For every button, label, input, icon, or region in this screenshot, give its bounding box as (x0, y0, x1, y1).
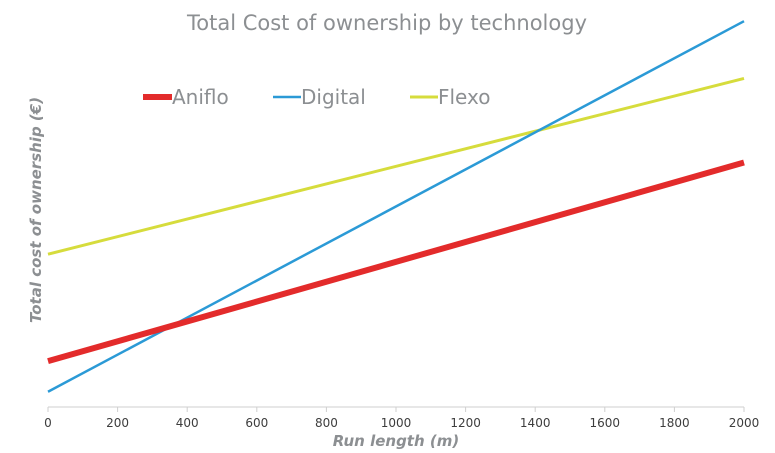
legend-label-aniflo: Aniflo (172, 85, 229, 109)
y-axis-label: Total cost of ownership (€) (27, 97, 45, 323)
chart-title: Total Cost of ownership by technology (186, 11, 587, 35)
x-tick-label: 1200 (450, 416, 481, 430)
x-tick-label: 1800 (659, 416, 690, 430)
x-tick-label: 600 (245, 416, 268, 430)
x-tick-label: 400 (176, 416, 199, 430)
x-tick-label: 200 (106, 416, 129, 430)
x-tick-label: 800 (315, 416, 338, 430)
x-tick-label: 1400 (520, 416, 551, 430)
series-line-aniflo (47, 159, 745, 365)
series-line-flexo (47, 77, 745, 256)
legend: Aniflo Digital Flexo (143, 85, 490, 109)
x-tick-label: 2000 (729, 416, 760, 430)
x-tick-label: 1000 (381, 416, 412, 430)
legend-label-digital: Digital (301, 85, 366, 109)
legend-label-flexo: Flexo (438, 85, 490, 109)
x-tick-label: 1600 (590, 416, 621, 430)
axes: 0 200 400 600 800 1000 1200 1400 1600 1800 2000 (44, 406, 759, 430)
x-ticks: 0 200 400 600 800 1000 1200 1400 1600 1800 2000 (44, 407, 759, 430)
series-line-digital (47, 20, 745, 393)
series-lines (47, 20, 745, 393)
x-tick-label: 0 (44, 416, 52, 430)
x-axis-label: Run length (m) (333, 432, 459, 450)
